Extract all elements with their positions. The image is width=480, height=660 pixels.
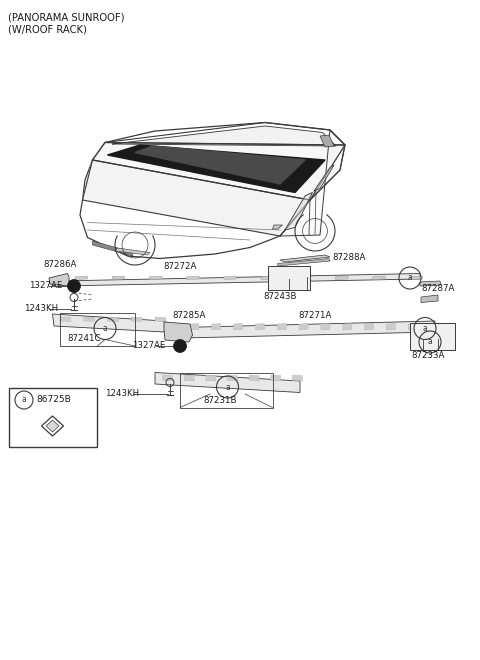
Text: 87231B: 87231B (203, 396, 237, 405)
Polygon shape (75, 276, 87, 279)
Polygon shape (277, 259, 330, 266)
Polygon shape (292, 375, 302, 381)
Polygon shape (155, 372, 300, 393)
Polygon shape (336, 276, 348, 279)
Polygon shape (187, 276, 199, 279)
Polygon shape (408, 323, 417, 330)
Text: 1327AE: 1327AE (29, 282, 62, 290)
FancyBboxPatch shape (267, 266, 310, 290)
Polygon shape (49, 273, 69, 286)
Polygon shape (321, 323, 330, 330)
Polygon shape (343, 323, 352, 330)
Polygon shape (83, 160, 310, 236)
Circle shape (68, 279, 81, 292)
Polygon shape (285, 193, 312, 230)
Text: 86725B: 86725B (36, 395, 71, 405)
Polygon shape (108, 317, 119, 321)
Text: a: a (225, 383, 230, 391)
Text: 87271A: 87271A (298, 311, 332, 320)
Text: (W/ROOF RACK): (W/ROOF RACK) (8, 24, 86, 34)
Text: 87243B: 87243B (263, 292, 297, 301)
Text: 87287A: 87287A (421, 284, 455, 293)
Text: a: a (422, 324, 427, 333)
Polygon shape (163, 375, 172, 381)
FancyBboxPatch shape (410, 323, 455, 350)
Text: 1243KH: 1243KH (105, 389, 139, 398)
Polygon shape (93, 143, 345, 200)
Text: (PANORAMA SUNROOF): (PANORAMA SUNROOF) (8, 13, 124, 22)
Polygon shape (314, 165, 334, 191)
Text: 87285A: 87285A (172, 311, 206, 320)
Polygon shape (190, 323, 199, 330)
Text: 87272A: 87272A (163, 262, 197, 271)
Text: a: a (408, 273, 412, 282)
Polygon shape (84, 317, 95, 321)
Text: 87286A: 87286A (43, 260, 77, 269)
Polygon shape (364, 323, 373, 330)
Polygon shape (135, 146, 305, 184)
Text: a: a (22, 395, 26, 405)
Polygon shape (386, 323, 396, 330)
Polygon shape (131, 317, 142, 321)
Polygon shape (46, 420, 59, 432)
Polygon shape (420, 281, 441, 286)
Polygon shape (212, 323, 221, 330)
Circle shape (173, 339, 187, 352)
Text: a: a (103, 324, 108, 333)
Polygon shape (112, 126, 336, 146)
Text: 1327AE: 1327AE (132, 341, 166, 350)
Polygon shape (234, 323, 242, 330)
Polygon shape (421, 295, 438, 302)
Polygon shape (182, 321, 435, 338)
Polygon shape (280, 130, 345, 236)
Polygon shape (52, 314, 165, 332)
Polygon shape (184, 375, 194, 381)
Polygon shape (261, 276, 274, 279)
Polygon shape (155, 317, 166, 321)
Polygon shape (60, 317, 71, 321)
Polygon shape (149, 276, 162, 279)
Polygon shape (430, 323, 439, 330)
Polygon shape (206, 375, 216, 381)
Text: 87288A: 87288A (333, 253, 366, 262)
Polygon shape (41, 416, 63, 436)
Polygon shape (277, 323, 286, 330)
Polygon shape (224, 276, 236, 279)
Polygon shape (108, 145, 325, 193)
Polygon shape (164, 322, 192, 342)
Text: 1243KH: 1243KH (24, 304, 58, 313)
Polygon shape (373, 276, 385, 279)
Polygon shape (115, 248, 150, 255)
Polygon shape (280, 255, 330, 262)
Text: a: a (428, 337, 432, 346)
Polygon shape (410, 276, 422, 279)
Polygon shape (299, 323, 308, 330)
Text: 87233A: 87233A (411, 352, 444, 360)
Text: 87241C: 87241C (67, 334, 101, 343)
Polygon shape (299, 276, 311, 279)
Polygon shape (249, 375, 259, 381)
Polygon shape (228, 375, 238, 381)
Polygon shape (93, 241, 132, 256)
FancyBboxPatch shape (9, 388, 97, 447)
Polygon shape (320, 135, 334, 147)
Polygon shape (255, 323, 264, 330)
Polygon shape (59, 273, 420, 286)
Polygon shape (273, 225, 283, 229)
Polygon shape (271, 375, 281, 381)
Polygon shape (112, 276, 125, 279)
